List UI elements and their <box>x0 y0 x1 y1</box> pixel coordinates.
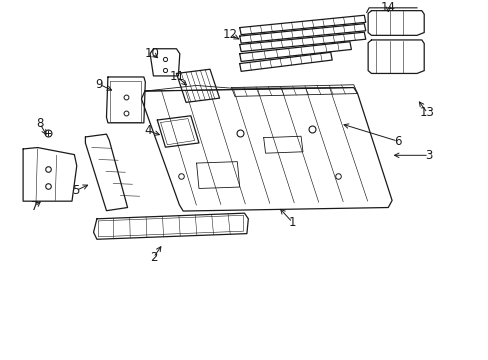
Text: 12: 12 <box>222 28 237 41</box>
Text: 4: 4 <box>143 124 151 137</box>
Text: 13: 13 <box>419 107 434 120</box>
Text: 2: 2 <box>149 251 157 264</box>
Text: 3: 3 <box>425 149 432 162</box>
Text: 10: 10 <box>145 47 160 60</box>
Text: 14: 14 <box>380 1 395 14</box>
Text: 7: 7 <box>31 200 38 213</box>
Text: 11: 11 <box>169 71 184 84</box>
Text: 8: 8 <box>36 117 43 130</box>
Text: 6: 6 <box>393 135 401 148</box>
Text: 5: 5 <box>72 184 80 197</box>
Text: 1: 1 <box>288 216 296 229</box>
Text: 9: 9 <box>95 77 102 90</box>
